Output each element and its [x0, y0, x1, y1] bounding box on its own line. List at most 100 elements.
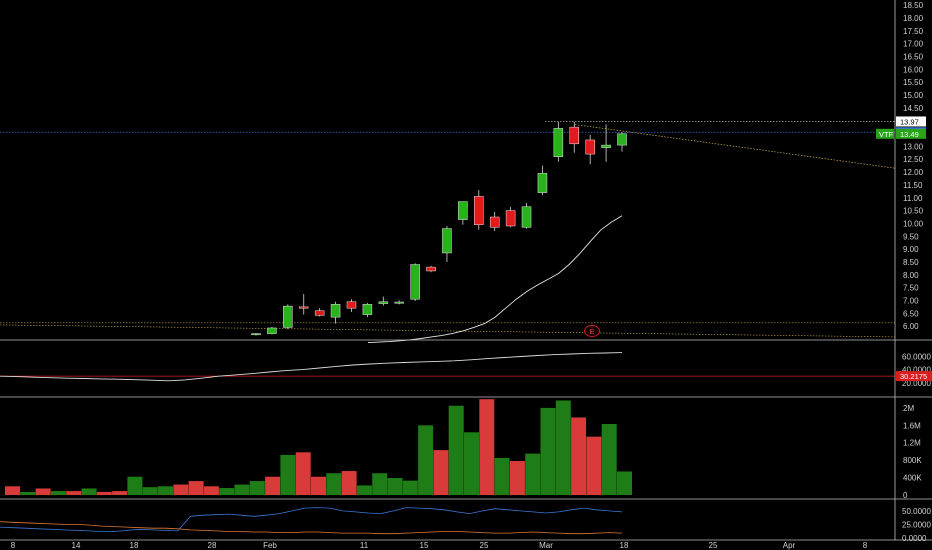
symbol-tag: VTF: [879, 130, 894, 139]
time-tick-label: 8: [863, 541, 868, 550]
candle-body: [330, 304, 341, 318]
time-tick-label: 8: [11, 541, 16, 550]
volume-bar: [418, 425, 434, 495]
indicator1-level-tag: 30.2175: [900, 372, 927, 381]
volume-tick-label: 0: [903, 491, 908, 500]
volume-bar: [311, 476, 326, 495]
volume-bar: [387, 478, 403, 495]
volume-bar: [249, 481, 265, 495]
symbol-tag-bg: [876, 128, 894, 139]
volume-bar: [142, 487, 158, 495]
volume-bar: [448, 405, 464, 495]
candle-body: [474, 196, 484, 225]
time-tick-label: 18: [620, 541, 629, 550]
volume-bar: [479, 399, 495, 495]
price-tick-label: 12.50: [903, 155, 924, 164]
candle-body: [362, 304, 373, 315]
price-tick-label: 17.50: [903, 27, 924, 36]
volume-bar: [280, 454, 296, 495]
time-tick-label: Feb: [263, 541, 277, 550]
time-tick-label: 25: [480, 541, 489, 550]
price-tick-label: 15.00: [903, 91, 924, 100]
upper-line-tag: 13.97: [900, 117, 919, 126]
time-tick-label: 25: [709, 541, 718, 550]
price-tick-label: 12.00: [903, 168, 924, 177]
candle-body: [489, 216, 500, 228]
volume-tick-label: 1.2M: [903, 439, 921, 448]
volume-bar: [494, 457, 510, 495]
last-price-tag-bg: [896, 128, 926, 139]
volume-bar: [5, 486, 20, 495]
volume-bar: [158, 486, 173, 495]
volume-bar: [326, 473, 342, 495]
volume-bar: [20, 491, 36, 495]
candle-body: [505, 210, 516, 227]
candle-body: [346, 301, 357, 309]
price-tick-label: 7.50: [903, 284, 919, 293]
price-tick-label: 16.00: [903, 65, 924, 74]
last-price-tag: 13.49: [900, 130, 919, 139]
volume-bar: [265, 476, 281, 495]
candle-body: [410, 264, 420, 300]
candle-body: [298, 306, 309, 309]
volume-bar: [509, 461, 525, 495]
indicator2-orange-line: [0, 521, 623, 535]
price-tick-label: 6.50: [903, 309, 919, 318]
price-tick-label: 11.50: [903, 181, 923, 190]
candle-body: [283, 305, 293, 328]
price-tick-label: 17.00: [903, 40, 924, 49]
candle-body: [601, 144, 611, 148]
candle-body: [314, 310, 325, 316]
volume-bar: [555, 400, 571, 495]
volume-tick-label: 800K: [903, 456, 922, 465]
volume-bar: [81, 488, 97, 495]
volume-bar: [617, 471, 632, 495]
price-tick-label: 8.00: [903, 271, 919, 280]
volume-bar: [525, 453, 541, 495]
price-tick-label: 9.50: [903, 232, 919, 241]
volume-bar: [464, 432, 479, 495]
time-axis: 8 14 18 28 Feb 11 15 25 Mar 18 25 Apr 8: [11, 541, 868, 550]
time-tick-label: 11: [360, 541, 369, 550]
volume-bar: [402, 480, 418, 495]
price-tick-label: 18.50: [903, 1, 924, 10]
candle-body: [569, 126, 580, 145]
candle-body: [585, 139, 595, 155]
price-tick-label: 9.00: [903, 245, 919, 254]
volume-pane: 2M 1.6M 1.2M 800K 400K 0: [5, 399, 922, 500]
volume-bar: [219, 488, 235, 495]
volume-bar: [203, 486, 219, 495]
price-tick-label: 14.50: [903, 104, 924, 113]
volume-bar: [356, 485, 372, 495]
candle-body: [521, 206, 532, 228]
indicator2-pane: 50.0000 25.0000 0.0000: [0, 507, 931, 543]
downtrend-line: [574, 124, 896, 169]
volume-bar: [433, 450, 449, 495]
candle-body: [553, 128, 564, 157]
indicator1-level-tag-bg: [896, 371, 932, 382]
time-tick-label: 28: [208, 541, 217, 550]
indicator1-tick-label: 40.0000: [902, 366, 931, 375]
volume-bar: [586, 436, 602, 495]
moving-average-line: [367, 215, 623, 344]
indicator2-tick-label: 0.0000: [902, 534, 927, 543]
indicator1-line: [0, 352, 623, 382]
indicator1-tick-label: 20.0000: [902, 379, 931, 388]
lower-trend-line: [0, 324, 896, 338]
volume-bar: [96, 491, 112, 495]
volume-tick-label: 1.6M: [903, 421, 921, 430]
volume-bar: [234, 484, 250, 495]
candle-body: [378, 301, 389, 304]
price-pane: 18.50 18.00 17.50 17.00 16.50 16.00 15.50 15.00…: [0, 1, 926, 344]
volume-tick-label: 400K: [903, 474, 922, 483]
volume-bar: [112, 491, 128, 495]
volume-bar: [295, 452, 311, 495]
volume-bar: [127, 476, 143, 495]
indicator1-tick-label: 60.0000: [902, 352, 931, 361]
volume-bar: [540, 407, 556, 495]
volume-bar: [188, 481, 204, 495]
event-marker: [584, 325, 600, 337]
